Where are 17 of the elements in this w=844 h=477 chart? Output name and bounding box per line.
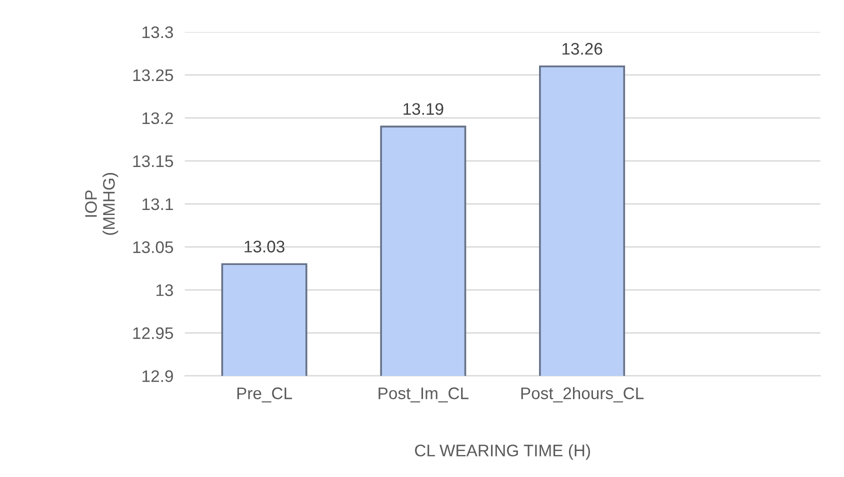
x-tick-label: Post_Im_CL <box>378 387 468 402</box>
y-tick-label: 13.05 <box>133 241 174 254</box>
x-tick-label: Post_2hours_CL <box>521 386 644 402</box>
y-axis-title: IOP (MMHG) <box>85 173 118 235</box>
y-tick-label: 12.9 <box>142 370 173 382</box>
data-label: 13.26 <box>562 42 602 55</box>
y-tick-label: 13.2 <box>142 112 173 124</box>
y-tick-label: 12.95 <box>133 327 174 340</box>
x-axis-title: CL WEARING TIME (H) <box>415 444 590 460</box>
x-tick-label: Pre_CL <box>237 387 292 402</box>
data-label: 13.19 <box>404 103 444 115</box>
y-tick-label: 13 <box>156 284 173 296</box>
data-label: 13.03 <box>244 240 284 252</box>
y-tick-label: 13.25 <box>133 69 174 82</box>
y-tick-label: 13.15 <box>133 155 174 168</box>
y-tick-label: 13.1 <box>142 198 173 210</box>
y-tick-label: 13.3 <box>142 26 173 38</box>
